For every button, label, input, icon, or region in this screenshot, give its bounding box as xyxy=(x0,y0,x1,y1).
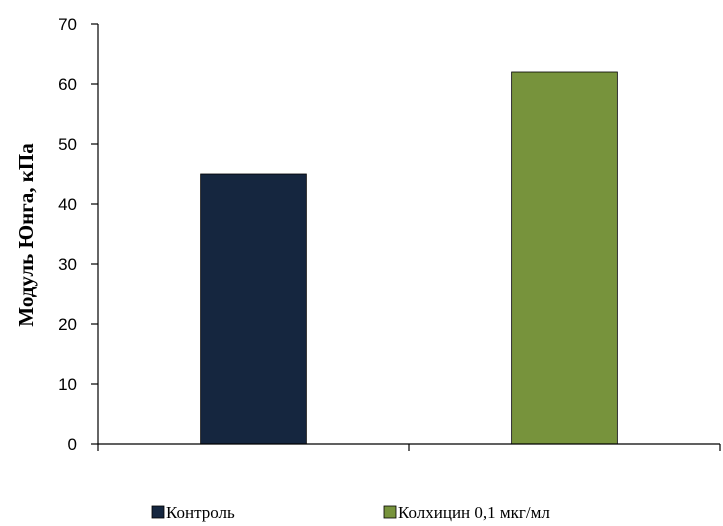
y-tick-label: 0 xyxy=(68,435,77,454)
y-tick-label: 40 xyxy=(58,195,77,214)
y-axis-title: Модуль Юнга, кПа xyxy=(14,143,38,327)
bars xyxy=(200,71,618,445)
y-tick-label: 30 xyxy=(58,255,77,274)
legend-swatch-1 xyxy=(151,505,165,519)
y-tick-label: 50 xyxy=(58,135,77,154)
bar-2 xyxy=(511,71,618,445)
legend-label-2: Колхицин 0,1 мкг/мл xyxy=(398,503,550,522)
y-tick-label: 20 xyxy=(58,315,77,334)
legend-label-1: Контроль xyxy=(166,503,235,522)
legend: Контроль Колхицин 0,1 мкг/мл xyxy=(151,503,550,522)
y-tick-label: 70 xyxy=(58,15,77,34)
y-axis: 0 10 20 30 40 50 60 70 xyxy=(58,15,99,454)
y-tick-label: 60 xyxy=(58,75,77,94)
y-tick-label: 10 xyxy=(58,375,77,394)
x-axis xyxy=(97,443,721,451)
legend-swatch-2 xyxy=(383,505,397,519)
bar-1 xyxy=(200,173,307,445)
